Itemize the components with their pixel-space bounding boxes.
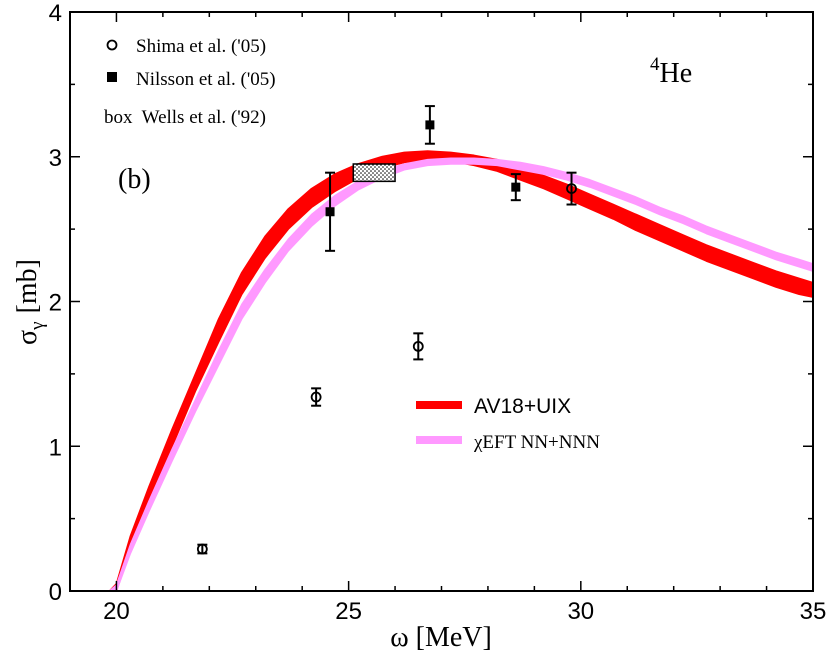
y-tick-label: 3 [49, 145, 62, 172]
y-axis-title-unit: [mb] [12, 259, 43, 313]
legend-eft-label: χEFT NN+NNN [473, 432, 600, 453]
y-tick-label: 2 [49, 290, 62, 317]
svg-text:σγ[mb]: σγ [mb] [12, 259, 48, 345]
nucleus-label: 4He [650, 54, 692, 89]
nucleus-symbol: He [660, 58, 693, 89]
x-axis-title: ω [MeV] [390, 622, 492, 653]
plot-border [69, 11, 814, 592]
shima-point [412, 340, 424, 352]
y-axis-title-sub: γ [27, 321, 48, 330]
shima-point [566, 183, 577, 194]
wells-box [352, 163, 396, 183]
data-points [196, 105, 577, 555]
nilsson-point [511, 182, 521, 192]
y-tick-label: 4 [49, 0, 62, 27]
legend-theory: AV18+UIX χEFT NN+NNN [416, 395, 600, 453]
x-tick-label: 20 [103, 598, 130, 625]
x-tick-label: 35 [800, 598, 827, 625]
legend-nilsson-marker [107, 72, 117, 82]
shima-point [196, 543, 208, 555]
shima-point [310, 391, 322, 403]
x-tick-label: 30 [567, 598, 594, 625]
nilsson-point [425, 120, 435, 130]
axis-ticks: 20 25 30 35 0 1 2 3 4 [49, 0, 827, 625]
y-axis-title: σγ [mb] [12, 259, 48, 345]
nucleus-mass-number: 4 [650, 54, 660, 75]
plot-frame [70, 12, 813, 591]
legend-nilsson-label: Nilsson et al. ('05) [136, 69, 276, 90]
legend-shima-marker [106, 39, 118, 51]
panel-label: (b) [118, 164, 151, 195]
legend-av18-label: AV18+UIX [474, 395, 571, 418]
nilsson-point [325, 207, 335, 217]
x-tick-label: 25 [335, 598, 362, 625]
y-tick-label: 1 [49, 434, 62, 461]
y-axis-title-main: σ [12, 330, 43, 345]
legend-wells-label: box Wells et al. ('92) [104, 107, 266, 128]
legend-experiments: Shima et al. ('05) Nilsson et al. ('05) … [104, 36, 276, 128]
y-tick-label: 0 [49, 579, 62, 606]
legend-shima-label: Shima et al. ('05) [136, 36, 266, 57]
